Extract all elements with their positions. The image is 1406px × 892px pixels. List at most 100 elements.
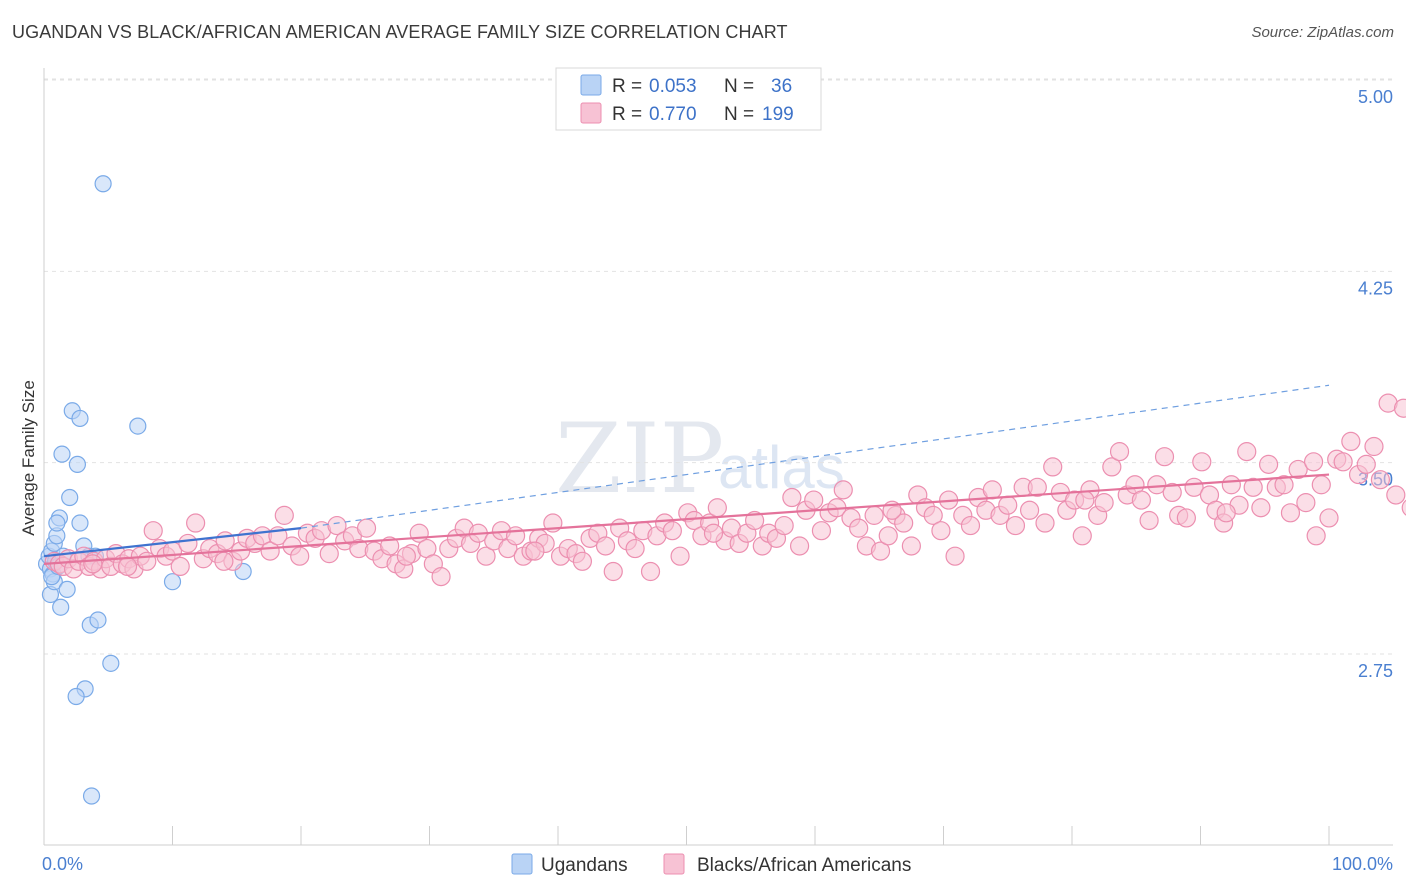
data-point xyxy=(998,495,1018,515)
legend-r-value-1: 0.770 xyxy=(649,104,697,125)
data-point xyxy=(215,531,235,551)
data-point xyxy=(53,445,71,463)
data-point xyxy=(1075,490,1095,510)
chart-title: UGANDAN VS BLACK/AFRICAN AMERICAN AVERAG… xyxy=(12,22,788,42)
y-tick-label: 2.75 xyxy=(1358,661,1393,681)
data-point xyxy=(327,515,347,536)
data-point xyxy=(640,561,661,582)
legend-swatch-ugandans xyxy=(580,74,602,96)
legend-n-label-1: N = xyxy=(724,104,754,125)
data-point xyxy=(870,541,891,561)
data-point xyxy=(1341,431,1361,451)
data-point xyxy=(1176,508,1196,528)
data-point xyxy=(1192,452,1212,472)
data-point xyxy=(960,515,981,536)
trend-line-ugandans-dashed xyxy=(300,384,1330,529)
data-point xyxy=(82,787,101,805)
data-point xyxy=(83,554,103,574)
data-point xyxy=(71,409,89,428)
data-point xyxy=(129,417,147,435)
legend-r-label-0: R = xyxy=(612,76,642,97)
data-point xyxy=(901,536,921,556)
data-point xyxy=(923,505,943,525)
data-point xyxy=(68,455,87,473)
data-point xyxy=(864,505,884,525)
data-point xyxy=(1370,470,1391,490)
data-point xyxy=(1288,459,1308,480)
data-point xyxy=(745,510,765,531)
data-point xyxy=(1027,477,1047,497)
data-point xyxy=(774,515,794,536)
data-point xyxy=(48,514,66,532)
data-point xyxy=(71,514,89,532)
data-point xyxy=(58,580,76,598)
data-point xyxy=(67,687,85,706)
y-tick-label: 4.25 xyxy=(1358,278,1393,298)
data-point xyxy=(274,505,294,525)
data-point xyxy=(849,518,869,538)
data-point xyxy=(603,561,623,582)
data-point xyxy=(1251,498,1271,518)
data-point xyxy=(945,546,965,566)
data-point xyxy=(707,498,727,518)
legend-swatch-blacks xyxy=(580,102,602,124)
data-point xyxy=(214,551,234,571)
data-point xyxy=(1094,493,1114,513)
legend-n-label-0: N = xyxy=(724,76,754,97)
data-point xyxy=(186,513,206,533)
legend-r-label-1: R = xyxy=(612,104,642,125)
data-point xyxy=(61,488,79,507)
data-point xyxy=(833,480,853,500)
bottom-legend-swatch-blacks xyxy=(663,853,685,875)
data-point xyxy=(1280,503,1301,523)
data-point xyxy=(1131,490,1151,510)
data-point xyxy=(1072,526,1092,546)
data-point xyxy=(117,556,138,577)
legend-n-value-1: 199 xyxy=(762,104,794,125)
chart-source: Source: ZipAtlas.com xyxy=(1251,24,1394,41)
trend-lines xyxy=(43,384,1330,565)
data-point xyxy=(1259,454,1279,474)
data-point xyxy=(595,536,616,556)
data-point xyxy=(625,538,645,559)
data-point xyxy=(1005,515,1026,536)
data-point xyxy=(811,521,832,541)
data-point xyxy=(476,546,496,566)
data-point xyxy=(1364,436,1384,457)
data-point xyxy=(1162,482,1182,503)
data-point xyxy=(1102,457,1122,477)
data-point xyxy=(982,480,1002,500)
data-point xyxy=(143,521,163,541)
trend-line-blacks xyxy=(43,473,1330,565)
data-point xyxy=(1319,508,1339,528)
data-point xyxy=(396,546,416,566)
x-tick-label-max: 100.0% xyxy=(1332,854,1393,874)
data-point xyxy=(1333,452,1353,472)
series-blacks-african-americans xyxy=(44,393,1406,587)
axes xyxy=(43,68,1393,846)
data-point xyxy=(356,518,377,538)
trend-line-ugandans xyxy=(43,527,302,558)
watermark: ZIP atlas xyxy=(555,403,845,515)
data-point xyxy=(260,541,280,561)
data-point xyxy=(319,544,339,564)
data-point xyxy=(804,490,824,510)
data-point xyxy=(1147,475,1167,495)
data-point xyxy=(290,546,310,566)
data-point xyxy=(178,533,198,554)
data-point xyxy=(1296,493,1316,513)
data-point xyxy=(505,526,526,546)
data-point xyxy=(1311,475,1331,495)
data-point xyxy=(1019,500,1040,520)
data-point xyxy=(572,551,593,571)
data-point xyxy=(163,573,182,591)
data-point xyxy=(1306,526,1326,546)
data-point xyxy=(1216,503,1236,523)
data-point xyxy=(782,487,802,508)
bottom-legend-label-blacks: Blacks/African Americans xyxy=(697,855,911,876)
data-point xyxy=(94,175,112,193)
data-point xyxy=(1386,485,1406,505)
data-point xyxy=(703,523,724,543)
x-ticks xyxy=(43,826,1330,845)
